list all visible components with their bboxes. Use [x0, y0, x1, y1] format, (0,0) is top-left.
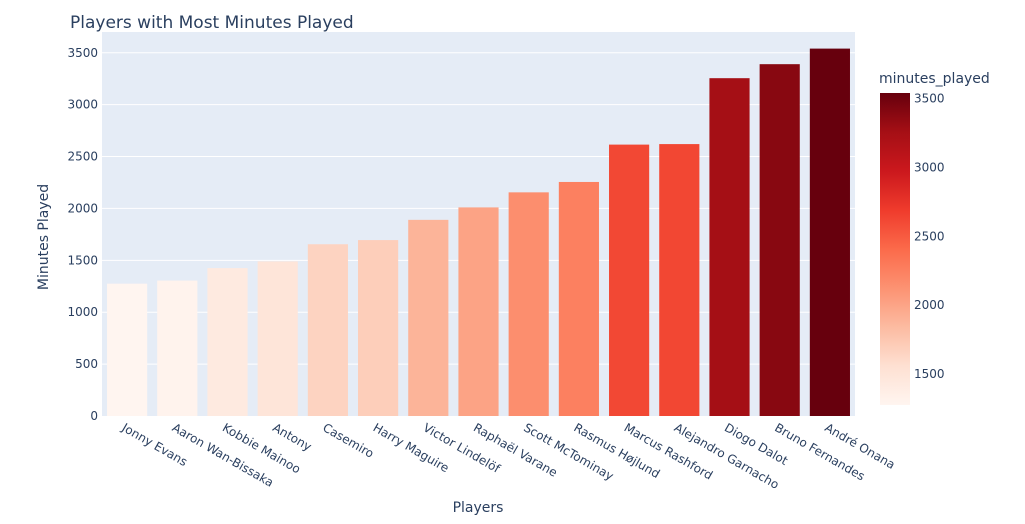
y-axis-title: Minutes Played [36, 184, 52, 290]
x-tick-label: Casemiro [320, 420, 376, 460]
y-tick-label: 2500 [67, 150, 98, 164]
y-tick-label: 1500 [67, 253, 98, 267]
x-tick-label: Rasmus Højlund [571, 420, 662, 481]
y-tick-label: 500 [75, 357, 98, 371]
x-axis-title: Players [453, 500, 504, 516]
x-tick-label: Marcus Rashford [622, 420, 715, 482]
bars[interactable] [107, 48, 850, 417]
bar[interactable] [558, 181, 599, 416]
bar[interactable] [759, 64, 800, 416]
bar[interactable] [458, 207, 499, 416]
bar[interactable] [609, 144, 650, 416]
x-tick-label: Bruno Fernandes [772, 420, 867, 483]
bar[interactable] [107, 283, 148, 416]
colorbar-tick-label: 3000 [914, 160, 945, 174]
bar[interactable] [659, 144, 700, 416]
x-tick-label: Scott McTominay [521, 420, 616, 483]
colorbar-tick-label: 2500 [914, 229, 945, 243]
y-tick-label: 0 [90, 409, 98, 423]
colorbar-tick-label: 1500 [914, 367, 945, 381]
bar[interactable] [809, 48, 850, 416]
x-tick-label: Raphaël Varane [471, 420, 560, 479]
bar[interactable] [307, 244, 348, 416]
bar[interactable] [358, 240, 399, 416]
colorbar-title: minutes_played [879, 71, 990, 87]
bar[interactable] [508, 192, 549, 416]
bar[interactable] [709, 78, 750, 417]
colorbar-tick-label: 2000 [914, 298, 945, 312]
bar[interactable] [257, 261, 298, 416]
y-axis-ticks: 0 500 1000 1500 2000 2500 3000 3500 [67, 46, 98, 423]
y-tick-label: 3000 [67, 98, 98, 112]
colorbar-ticks: 1500 2000 2500 3000 3500 [914, 92, 945, 381]
colorbar: minutes_played 1500 2000 2500 3000 3500 [879, 71, 990, 405]
bar[interactable] [157, 280, 198, 416]
colorbar-gradient [880, 93, 910, 405]
bar[interactable] [408, 219, 449, 416]
y-tick-label: 2000 [67, 201, 98, 215]
chart-title: Players with Most Minutes Played [70, 13, 354, 33]
y-tick-label: 1000 [67, 305, 98, 319]
y-tick-label: 3500 [67, 46, 98, 60]
bar[interactable] [207, 268, 248, 416]
colorbar-tick-label: 3500 [914, 92, 945, 106]
